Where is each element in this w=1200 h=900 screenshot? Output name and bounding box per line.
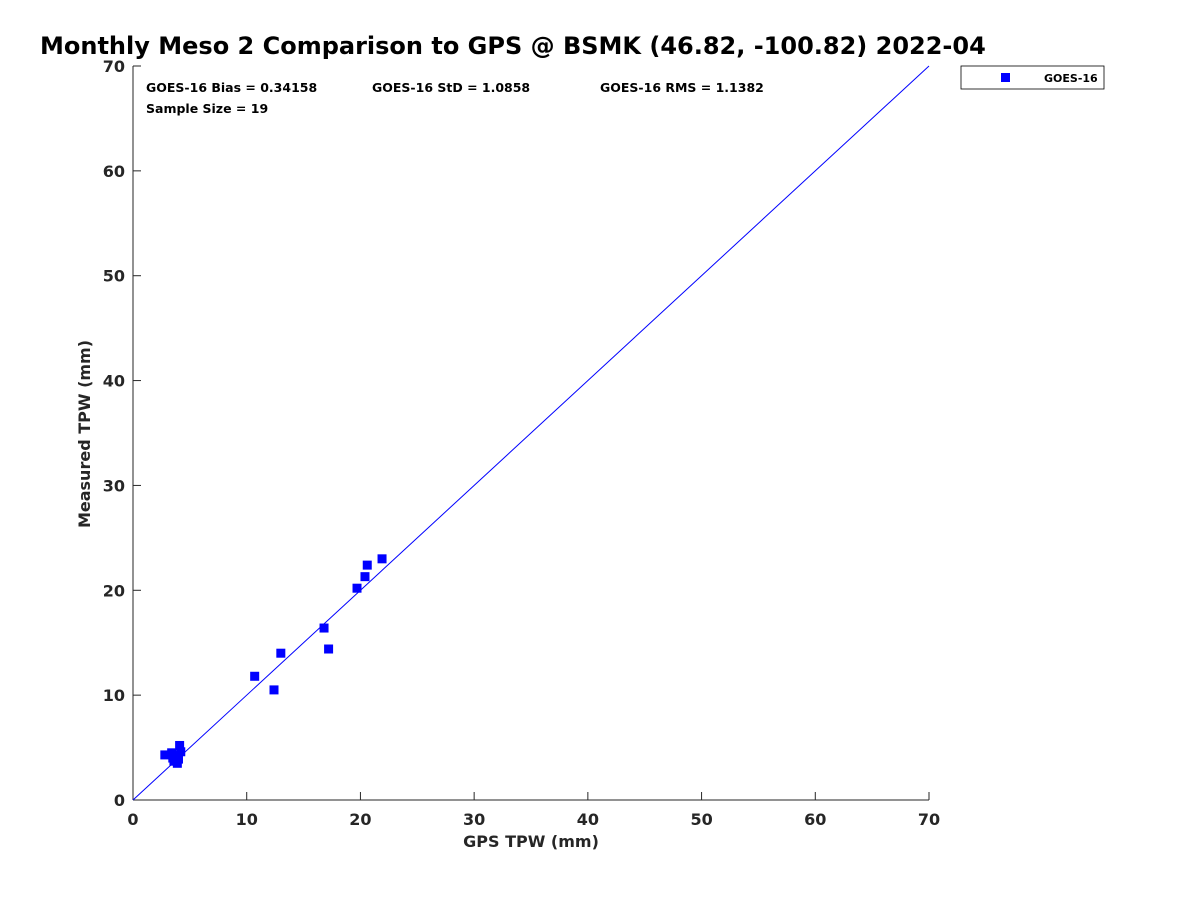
x-tick-label: 50 <box>690 810 712 829</box>
y-tick-label: 0 <box>114 791 125 810</box>
x-tick-label: 40 <box>577 810 599 829</box>
legend: GOES-16 <box>960 65 1105 90</box>
x-tick-label: 0 <box>127 810 138 829</box>
chart-title: Monthly Meso 2 Comparison to GPS @ BSMK … <box>40 32 986 60</box>
x-tick-label: 30 <box>463 810 485 829</box>
data-point <box>176 747 186 757</box>
data-points <box>160 554 387 768</box>
data-point <box>175 740 185 750</box>
y-tick-label: 50 <box>103 267 125 286</box>
x-tick-label: 10 <box>236 810 258 829</box>
y-tick-label: 30 <box>103 476 125 495</box>
x-tick-label: 20 <box>349 810 371 829</box>
data-point <box>319 623 329 633</box>
y-tick-label: 60 <box>103 162 125 181</box>
x-axis-label: GPS TPW (mm) <box>463 832 599 851</box>
bias-stat: GOES-16 Bias = 0.34158 <box>146 80 317 95</box>
y-axis-label: Measured TPW (mm) <box>75 340 94 528</box>
legend-box <box>960 65 1105 90</box>
data-point <box>362 560 372 570</box>
data-point <box>360 572 370 582</box>
data-point <box>160 750 170 760</box>
y-tick-label: 20 <box>103 581 125 600</box>
data-point <box>250 671 260 681</box>
x-tick-label: 60 <box>804 810 826 829</box>
data-point <box>168 753 178 763</box>
std-stat: GOES-16 StD = 1.0858 <box>372 80 530 95</box>
axes: 0 10 20 30 40 50 60 70 0 10 20 30 40 50 60 70 <box>103 57 940 829</box>
reference-line-group <box>132 65 930 801</box>
x-tick-label: 70 <box>918 810 940 829</box>
legend-marker <box>1001 73 1010 82</box>
data-point <box>276 648 286 658</box>
legend-label: GOES-16 <box>1044 72 1098 85</box>
rms-stat: GOES-16 RMS = 1.1382 <box>600 80 764 95</box>
data-point <box>269 685 279 695</box>
data-point <box>377 554 387 564</box>
y-tick-label: 70 <box>103 57 125 76</box>
y-tick-label: 40 <box>103 372 125 391</box>
one-to-one-line <box>132 65 930 801</box>
data-point <box>352 583 362 593</box>
sample-size-stat: Sample Size = 19 <box>146 101 268 116</box>
y-tick-label: 10 <box>103 686 125 705</box>
data-point <box>324 644 334 654</box>
